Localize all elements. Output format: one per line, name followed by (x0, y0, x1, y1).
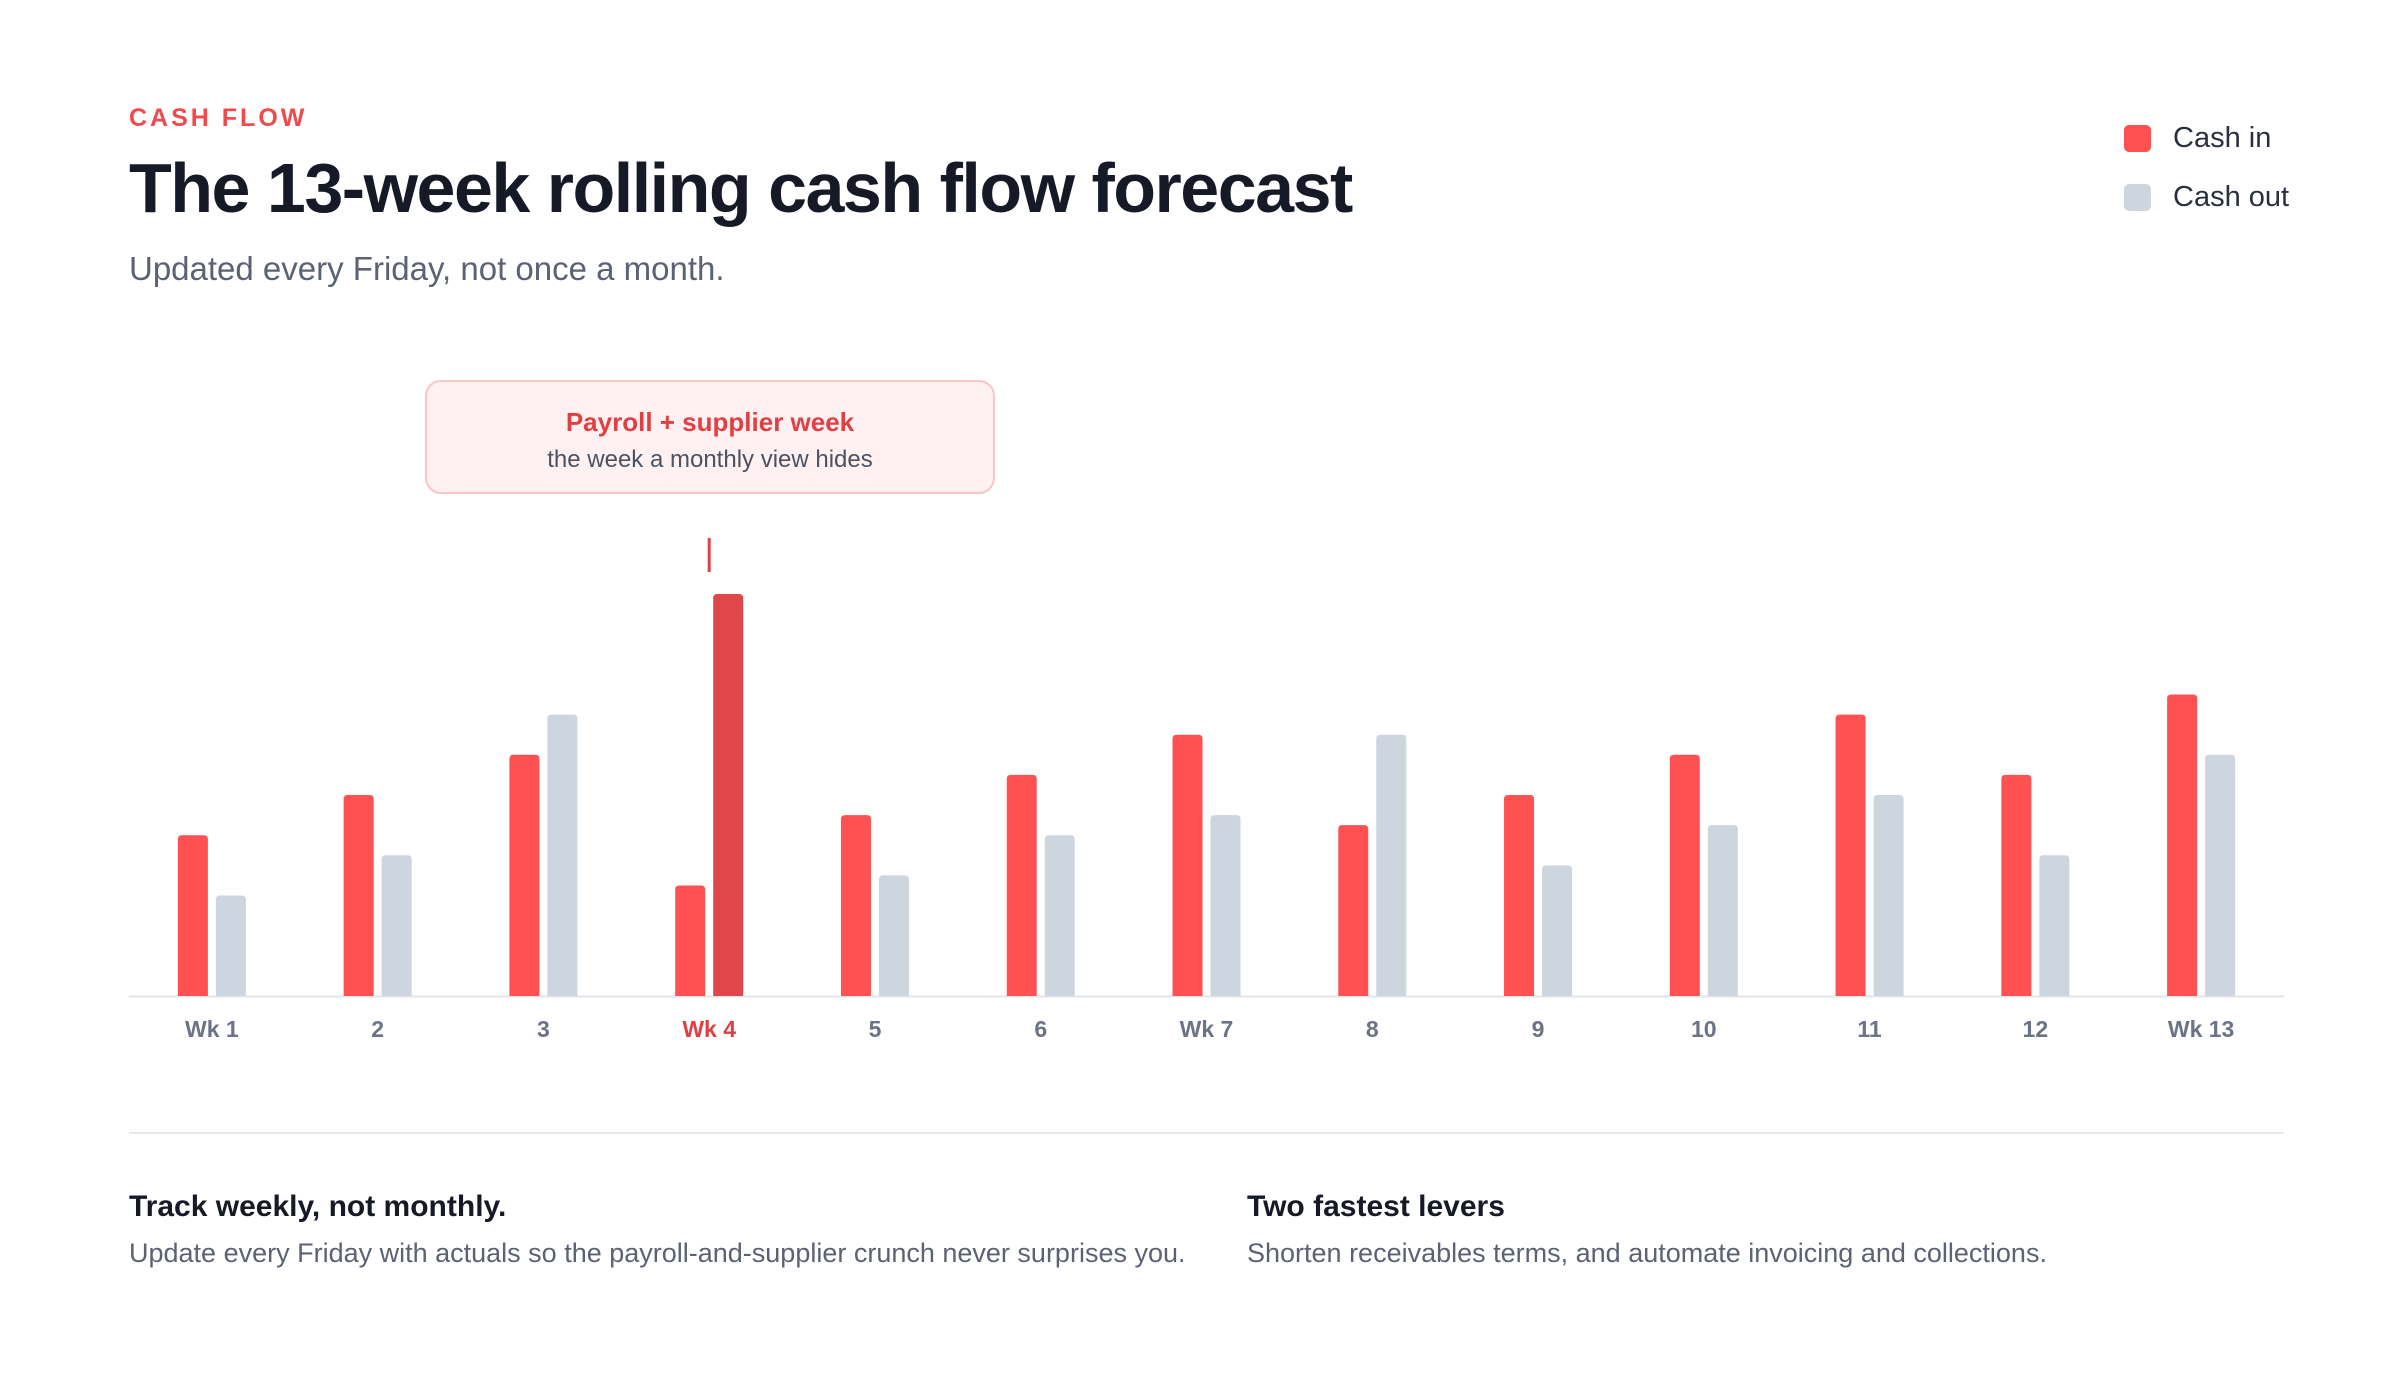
note-track-weekly: Track weekly, not monthly. Update every … (129, 1190, 1189, 1270)
note-text: Shorten receivables terms, and automate … (1247, 1238, 2047, 1268)
note-fastest-levers: Two fastest levers Shorten receivables t… (1247, 1190, 2287, 1270)
chart-legend: Cash in Cash out (2124, 118, 2289, 236)
bar-cash-in-2 (343, 795, 374, 996)
annotation-callout: Payroll + supplier week the week a month… (425, 380, 995, 494)
page-title: The 13-week rolling cash flow forecast (129, 149, 1353, 227)
x-tick-label-13: Wk 13 (2168, 1016, 2234, 1042)
eyebrow-label: CASH FLOW (129, 104, 308, 132)
bar-cash-out-9 (1542, 865, 1573, 996)
legend-swatch-cash-out (2124, 183, 2151, 211)
x-tick-label-9: 9 (1532, 1016, 1545, 1042)
bar-cash-out-1 (215, 895, 246, 996)
note-text: Update every Friday with actuals so the … (129, 1238, 1186, 1268)
callout-subtitle: the week a monthly view hides (547, 446, 873, 473)
x-tick-label-11: 11 (1857, 1016, 1882, 1042)
x-tick-label-3: 3 (537, 1016, 550, 1042)
bar-cash-out-12 (2039, 855, 2070, 996)
bar-cash-out-3 (547, 714, 578, 996)
bar-cash-out-8 (1376, 734, 1407, 996)
legend-label-cash-out: Cash out (2173, 180, 2290, 213)
bar-cash-in-5 (840, 815, 871, 996)
bar-cash-out-13 (2205, 754, 2236, 996)
x-tick-label-6: 6 (1034, 1016, 1047, 1042)
page-subtitle: Updated every Friday, not once a month. (129, 250, 725, 287)
legend-item-cash-out: Cash out (2124, 177, 2289, 217)
bar-cash-in-12 (2001, 774, 2032, 996)
callout-title: Payroll + supplier week (565, 407, 855, 437)
x-tick-label-2: 2 (371, 1016, 384, 1042)
bar-cash-in-11 (1835, 714, 1866, 996)
x-tick-label-8: 8 (1366, 1016, 1379, 1042)
bar-cash-in-7 (1172, 734, 1203, 996)
bar-cash-in-4 (675, 885, 706, 996)
note-title: Track weekly, not monthly. (129, 1190, 507, 1223)
x-tick-label-5: 5 (869, 1016, 882, 1042)
bar-cash-in-1 (177, 835, 208, 996)
x-tick-label-4: Wk 4 (682, 1016, 736, 1042)
cash-flow-bar-chart: Wk 1 2 3 Wk 4 5 6 Wk 7 8 9 10 11 12 Wk 13 (129, 538, 2284, 1042)
bar-cash-in-13 (2167, 694, 2198, 996)
bar-cash-out-11 (1873, 795, 1904, 996)
legend-item-cash-in: Cash in (2124, 118, 2289, 158)
x-tick-label-10: 10 (1691, 1016, 1717, 1042)
bar-cash-in-6 (1006, 774, 1037, 996)
legend-label-cash-in: Cash in (2173, 121, 2272, 154)
bar-cash-in-8 (1338, 825, 1369, 996)
bar-cash-out-7 (1210, 815, 1241, 996)
bar-cash-in-3 (509, 754, 540, 996)
note-title: Two fastest levers (1247, 1190, 1505, 1223)
bar-cash-out-6 (1044, 835, 1075, 996)
bar-cash-in-10 (1669, 754, 1700, 996)
section-divider (129, 1132, 2284, 1134)
x-tick-label-12: 12 (2023, 1016, 2049, 1042)
bar-cash-out-2 (381, 855, 412, 996)
bar-cash-out-5 (878, 875, 909, 996)
legend-swatch-cash-in (2124, 124, 2151, 152)
bar-cash-in-9 (1504, 795, 1535, 996)
bar-cash-out-10 (1707, 825, 1738, 996)
bar-cash-out-4 (713, 594, 744, 996)
x-tick-label-7: Wk 7 (1180, 1016, 1234, 1042)
x-tick-label-1: Wk 1 (185, 1016, 239, 1042)
